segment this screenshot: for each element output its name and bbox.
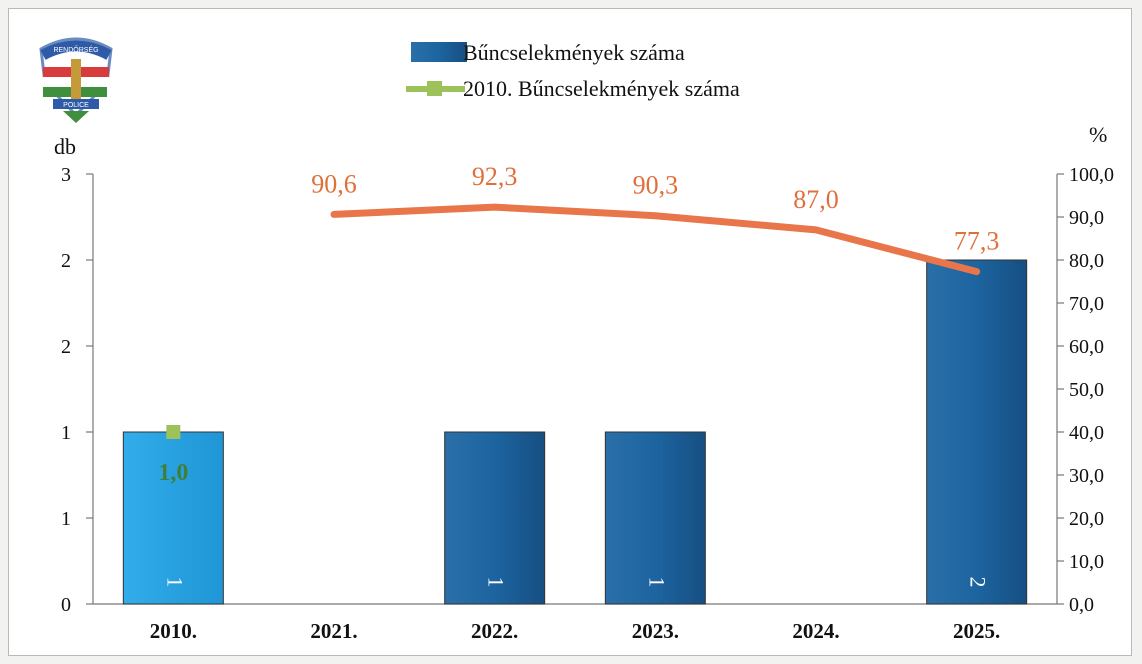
x-tick-label: 2010.	[150, 619, 197, 643]
left-tick-label: 1	[61, 422, 71, 444]
right-tick-label: 90,0	[1069, 207, 1104, 229]
right-axis-label: %	[1089, 122, 1107, 147]
left-tick-label: 3	[61, 164, 71, 186]
line-data-label: 92,3	[472, 162, 518, 191]
marker-series: 1,0	[158, 425, 188, 486]
police-emblem-logo: RENDŐRSÉG POLICE	[39, 37, 113, 123]
line-series: 90,6 92,3 90,3 87,0 77,3	[311, 162, 1000, 276]
left-tick-label: 1	[61, 508, 71, 530]
left-tick-label: 2	[61, 336, 71, 358]
right-tick-label: 80,0	[1069, 250, 1104, 272]
legend-label-marker: 2010. Bűncselekmények száma	[463, 76, 740, 101]
right-axis-ticks: 0,0 10,0 20,0 30,0 40,0 50,0 60,0 70,0 80,0 90,0 1…	[1057, 164, 1114, 616]
left-tick-label: 2	[61, 250, 71, 272]
x-axis-labels: 2010. 2021. 2022. 2023. 2024. 2025.	[150, 619, 1001, 643]
bar-data-label: 1	[644, 577, 669, 588]
legend-item-bars: Bűncselekmények száma	[411, 40, 685, 65]
bar-data-label: 1	[162, 577, 187, 588]
left-tick-label: 0	[61, 594, 71, 616]
line-path	[330, 203, 981, 276]
chart-frame: RENDŐRSÉG POLICE Bűncselekmények száma 2…	[8, 8, 1132, 656]
right-tick-label: 70,0	[1069, 293, 1104, 315]
right-tick-label: 30,0	[1069, 465, 1104, 487]
logo-bottom-text: POLICE	[63, 102, 89, 109]
bar	[604, 431, 706, 605]
logo-top-text: RENDŐRSÉG	[53, 45, 98, 54]
right-tick-label: 60,0	[1069, 336, 1104, 358]
line-data-label: 87,0	[793, 185, 839, 214]
right-tick-label: 50,0	[1069, 379, 1104, 401]
bar-data-label: 2	[966, 577, 991, 588]
legend-item-marker: 2010. Bűncselekmények száma	[406, 76, 740, 101]
x-tick-label: 2021.	[310, 619, 357, 643]
left-axis-ticks: 0 1 1 2 2 3	[61, 164, 93, 616]
chart: RENDŐRSÉG POLICE Bűncselekmények száma 2…	[39, 37, 1114, 643]
line-data-label: 90,3	[633, 171, 679, 200]
right-tick-label: 40,0	[1069, 422, 1104, 444]
right-tick-label: 100,0	[1069, 164, 1114, 186]
right-tick-label: 10,0	[1069, 551, 1104, 573]
bar	[926, 259, 1028, 605]
x-tick-label: 2023.	[632, 619, 679, 643]
bar-series: 1 1 1 2	[122, 259, 1028, 605]
right-tick-label: 0,0	[1069, 594, 1094, 616]
marker-data-label: 1,0	[158, 460, 188, 486]
x-tick-label: 2024.	[792, 619, 839, 643]
x-tick-label: 2022.	[471, 619, 518, 643]
legend: Bűncselekmények száma 2010. Bűncselekmén…	[406, 40, 740, 101]
line-data-label: 77,3	[954, 227, 1000, 256]
legend-swatch-marker	[427, 81, 442, 96]
bar-data-label: 1	[484, 577, 509, 588]
bar	[444, 431, 546, 605]
left-axis-label: db	[54, 134, 76, 159]
x-tick-label: 2025.	[953, 619, 1000, 643]
line-data-label: 90,6	[311, 169, 357, 198]
legend-swatch-bars	[411, 42, 467, 62]
marker-point	[166, 425, 181, 439]
right-tick-label: 20,0	[1069, 508, 1104, 530]
legend-label-bars: Bűncselekmények száma	[463, 40, 685, 65]
